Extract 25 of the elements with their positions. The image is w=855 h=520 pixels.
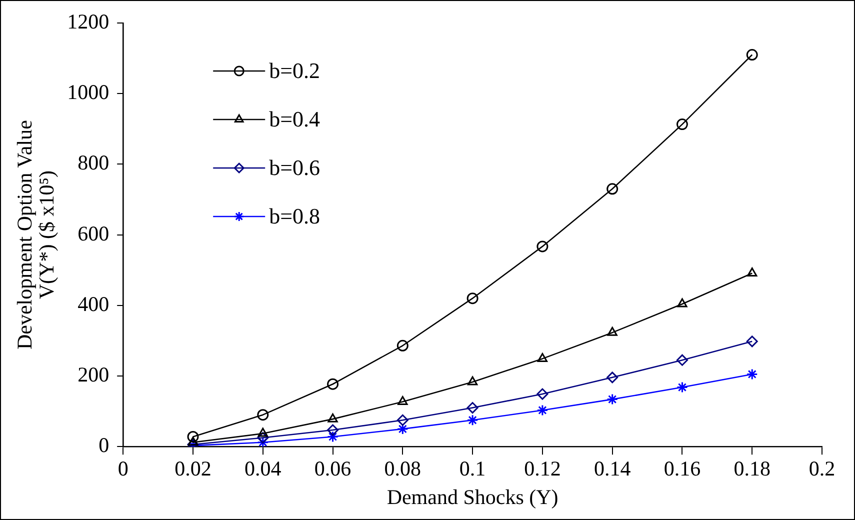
x-tick-label: 0.16 — [664, 456, 701, 481]
x-tick-label: 0.2 — [808, 456, 836, 481]
text: Development Option Value — [12, 120, 37, 350]
x-tick-label: 0.08 — [384, 456, 422, 481]
x-tick-label: 0.06 — [314, 456, 352, 481]
legend-label: b=0.8 — [269, 203, 320, 228]
text: V(Y*) ($ x10⁵) — [34, 170, 59, 300]
y-tick-label: 0 — [98, 433, 110, 458]
x-tick-label: 0 — [118, 456, 128, 481]
y-tick-label: 600 — [78, 221, 110, 246]
y-tick-label: 1000 — [67, 80, 110, 104]
y-tick-label: 400 — [78, 292, 110, 316]
x-tick-label: 0.12 — [524, 456, 561, 481]
legend-label: b=0.6 — [269, 154, 320, 180]
y-tick-label: 200 — [78, 362, 110, 387]
x-tick-label: 0.14 — [594, 456, 632, 481]
y-tick-label: 1200 — [67, 10, 110, 34]
legend-label: b=0.2 — [269, 58, 320, 83]
x-tick-label: 0.02 — [174, 456, 212, 481]
x-tick-label: 0.04 — [244, 456, 282, 481]
x-tick-label: 0.1 — [459, 456, 486, 481]
legend-label: b=0.4 — [269, 106, 320, 132]
y-tick-label: 800 — [78, 150, 110, 175]
x-axis-title: Demand Shocks (Y) — [386, 484, 558, 509]
x-tick-label: 0.18 — [734, 456, 770, 481]
